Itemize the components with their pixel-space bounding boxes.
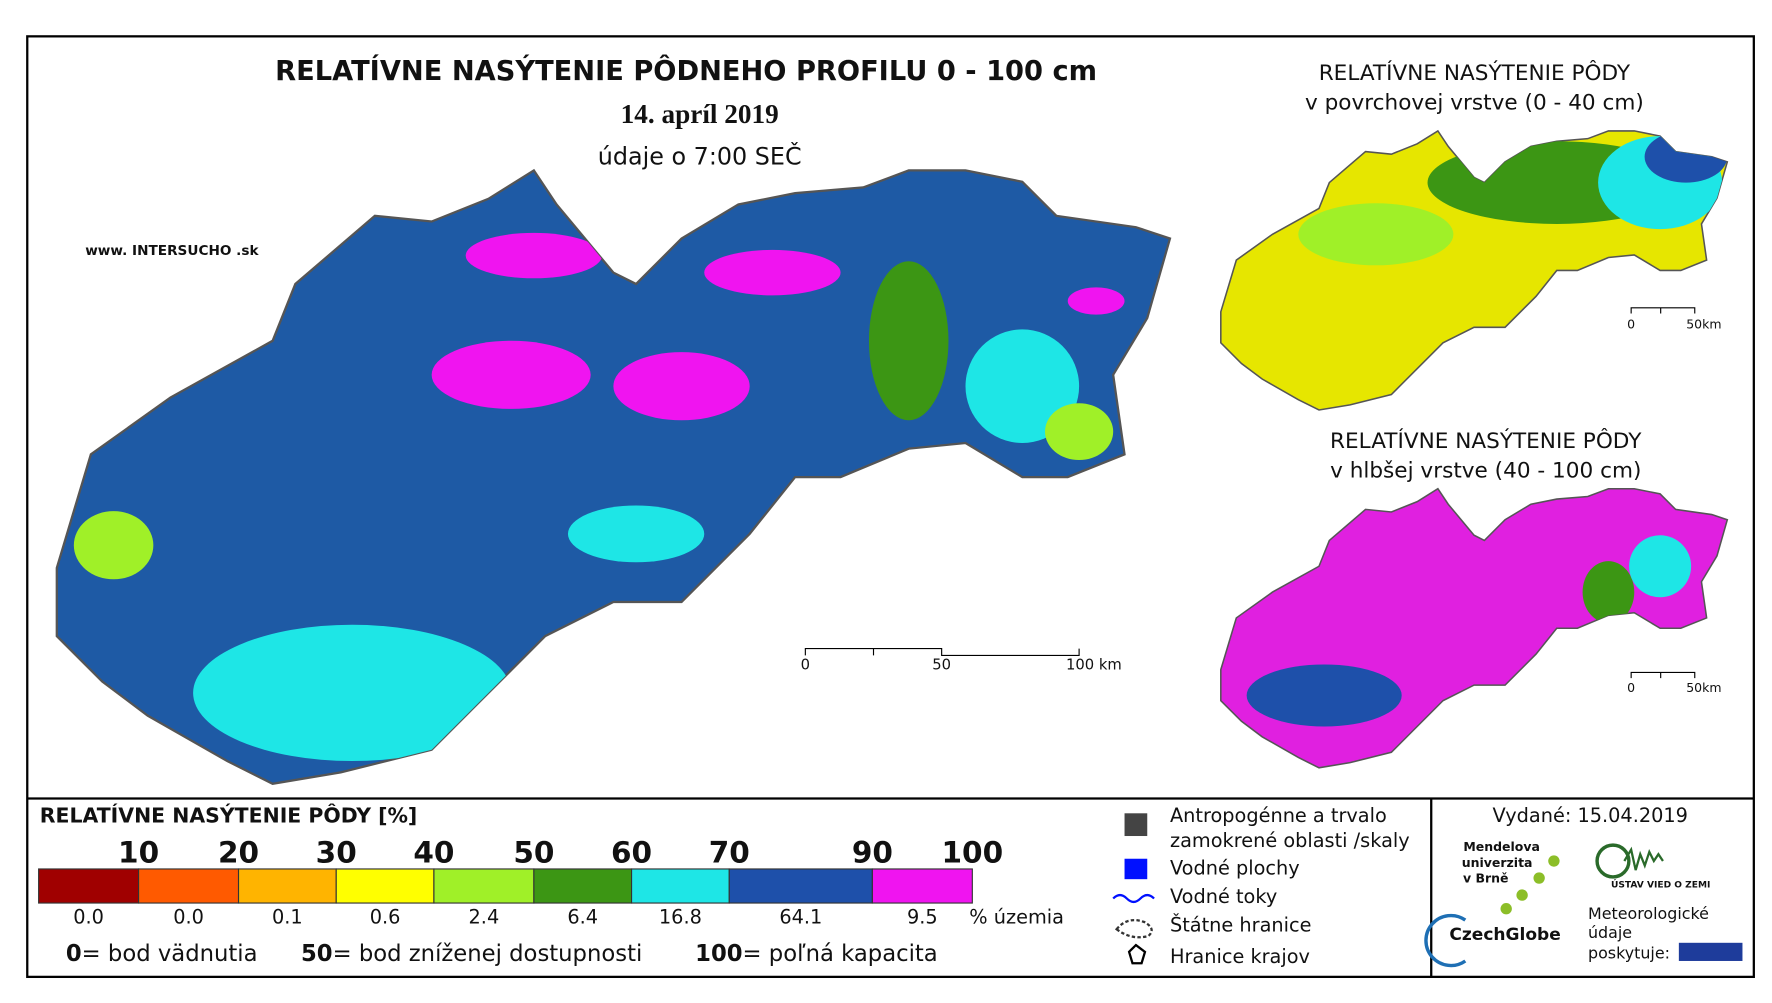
logo-text: ÚSTAV VIED O ZEMI [1611, 878, 1710, 890]
logo-arc [1424, 913, 1467, 968]
note-text: = poľná kapacita [743, 941, 938, 967]
legend-note: 50= bod zníženej dostupnosti [301, 941, 642, 967]
deep-map [1220, 487, 1729, 769]
legend-break: 60 [611, 836, 652, 870]
logo-text: Mendelova [1463, 839, 1540, 854]
source: www. INTERSUCHO .sk [85, 243, 259, 259]
legend-break: 90 [852, 836, 893, 870]
legend-swatch [335, 868, 435, 904]
logo-text: univerzita [1462, 855, 1533, 870]
legend-swatch [38, 868, 140, 904]
legend-share: 6.4 [567, 905, 598, 928]
note-text: = bod zníženej dostupnosti [333, 941, 643, 967]
symbol-icon [1114, 918, 1153, 939]
legend-swatch [237, 868, 337, 904]
legend-swatch [533, 868, 633, 904]
legend-swatch [433, 868, 535, 904]
logo-dots [1500, 855, 1560, 915]
scale-label: 0 [801, 657, 810, 674]
scale-bar [804, 648, 1080, 656]
legend: 0.0 0.0 0.1 0.6 2.4 6.4 16.8 64.1 9.5 10 20 30 40 50 6… [38, 836, 1004, 967]
logo-text: Meteorologické [1588, 904, 1709, 923]
note-value: 100 [695, 941, 742, 967]
legend-break: 30 [316, 836, 357, 870]
map-date: 14. apríl 2019 [621, 99, 779, 129]
symbol-label: Antropogénne a trvalo [1170, 804, 1387, 827]
legend-share: 2.4 [469, 905, 500, 928]
legend-share: 0.0 [173, 905, 204, 928]
legend-break: 70 [709, 836, 750, 870]
logo-text: CzechGlobe [1449, 925, 1560, 945]
logo-wave [1623, 846, 1664, 871]
map-time: údaje o 7:00 SEČ [598, 142, 802, 170]
legend-share: 0.1 [272, 905, 303, 928]
legend-break: 40 [413, 836, 454, 870]
scale-label: 0 [1627, 316, 1635, 331]
legend-break: 100 [942, 836, 1004, 870]
logo-shmu [1678, 942, 1743, 961]
legend-break: 50 [513, 836, 554, 870]
issued: Vydané: 15.04.2019 [1493, 804, 1688, 827]
scale-label: 50km [1686, 316, 1721, 331]
scale-bar [1630, 671, 1696, 679]
surface-map [1220, 130, 1729, 411]
symbol-label: Štátne hranice [1170, 912, 1312, 936]
scale-label: 50 [932, 657, 951, 674]
symbol-label: Vodné plochy [1170, 856, 1300, 879]
note-value: 50 [301, 941, 333, 967]
legend-share: 9.5 [907, 905, 938, 928]
map-title: RELATÍVNE NASÝTENIE PÔDY [1319, 60, 1631, 86]
legend-swatch [871, 868, 973, 904]
scale-label: 50km [1686, 680, 1721, 695]
legend-share: 0.0 [73, 905, 104, 928]
legend-note: 0= bod vädnutia [66, 941, 258, 967]
legend-break: 10 [118, 836, 159, 870]
legend-share: 0.6 [370, 905, 401, 928]
scale-label: 0 [1627, 680, 1635, 695]
symbol-label: zamokrené oblasti /skaly [1170, 829, 1410, 852]
symbol-icon [1112, 893, 1155, 904]
legend-break: 20 [218, 836, 259, 870]
symbol-label: Vodné toky [1170, 885, 1277, 908]
scale-label: 100 km [1066, 657, 1122, 674]
note-text: = bod vädnutia [82, 941, 258, 967]
logo-text: poskytuje: [1588, 944, 1670, 963]
map-title: RELATÍVNE NASÝTENIE PÔDY [1330, 428, 1642, 454]
logo-ring [1595, 843, 1631, 879]
legend-unit: % územia [969, 905, 1064, 928]
legend-title: RELATÍVNE NASÝTENIE PÔDY [%] [40, 803, 418, 828]
legend-swatch [728, 868, 873, 904]
legend-swatch [630, 868, 730, 904]
symbol-icon [1124, 813, 1148, 837]
main-map [55, 169, 1172, 785]
symbol-label: Hranice krajov [1170, 945, 1310, 968]
map-subtitle: v povrchovej vrstve (0 - 40 cm) [1305, 90, 1644, 115]
legend-note: 100= poľná kapacita [695, 941, 938, 967]
frame [26, 35, 1755, 979]
symbol-icon [1124, 858, 1148, 880]
note-value: 0 [66, 941, 82, 967]
legend-swatch [138, 868, 240, 904]
logo-text: údaje [1588, 923, 1632, 942]
map-subtitle: v hlbšej vrstve (40 - 100 cm) [1330, 458, 1641, 483]
legend-share: 16.8 [659, 905, 702, 928]
symbol-icon [1127, 943, 1147, 965]
logo-text: v Brně [1463, 871, 1509, 886]
legend-share: 64.1 [779, 905, 822, 928]
map-title: RELATÍVNE NASÝTENIE PÔDNEHO PROFILU 0 - … [275, 55, 1097, 87]
scale-bar [1630, 307, 1696, 314]
